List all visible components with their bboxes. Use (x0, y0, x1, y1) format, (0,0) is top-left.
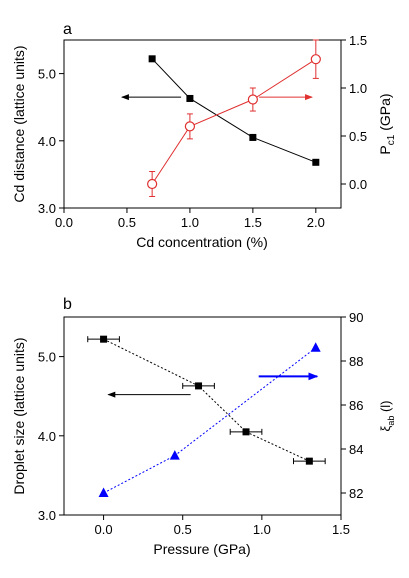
data-point (247, 94, 258, 105)
data-point (305, 457, 313, 465)
data-point (147, 178, 158, 190)
y-axis-right: 0.0 0.5 1.0 1.5 (341, 33, 367, 192)
data-point (186, 94, 194, 102)
series-line (151, 58, 317, 163)
y2-tick-label: 88 (349, 354, 363, 369)
y2-tick-label: 0.0 (349, 177, 367, 192)
y-tick-label: 4.0 (38, 134, 56, 149)
data-point (312, 158, 320, 166)
x-tick-label: 1.5 (332, 522, 350, 537)
x-tick-label: 2.0 (307, 215, 325, 230)
y2-tick-label: 90 (349, 310, 363, 325)
x-tick-label: 1.0 (253, 522, 271, 537)
series-line (151, 58, 317, 185)
x-tick-label: 0.0 (55, 215, 73, 230)
panel-b: b 0.0 0.5 1.0 1.5 3.0 4.0 5.0 82 84 86 88 90 Pres… (11, 296, 396, 557)
series-layer (147, 39, 321, 197)
y-tick-label: 3.0 (38, 201, 56, 216)
data-point (249, 133, 257, 141)
data-point (195, 382, 203, 390)
data-point (310, 54, 321, 65)
panel-a: a 0.0 0.5 1.0 1.5 2.0 3.0 4.0 5.0 0.0 0.5 1.0 1.5… (11, 21, 397, 250)
y2-tick-label: 1.5 (349, 33, 367, 48)
panel-label: b (63, 296, 72, 313)
y-axis-right: 82 84 86 88 90 (341, 310, 363, 501)
data-point (184, 121, 196, 132)
x-tick-label: 0.5 (174, 522, 192, 537)
series-line (103, 338, 310, 462)
x-tick-label: 1.0 (181, 215, 199, 230)
panel-label: a (63, 21, 72, 38)
series-layer (87, 335, 326, 497)
arrow-annotations (107, 372, 319, 398)
x-axis: 0.0 0.5 1.0 1.5 (95, 515, 350, 537)
y2-tick-label: 86 (349, 398, 363, 413)
y-tick-label: 4.0 (38, 429, 56, 444)
y-axis-label: Cd distance (lattice units) (11, 45, 27, 202)
x-axis: 0.0 0.5 1.0 1.5 2.0 (55, 208, 325, 230)
x-axis-label: Pressure (GPa) (153, 541, 250, 557)
y-axis-left: 3.0 4.0 5.0 (38, 350, 64, 523)
data-point (242, 428, 250, 436)
x-axis-label: Cd concentration (%) (136, 234, 268, 250)
x-tick-label: 0.5 (118, 215, 136, 230)
y2-tick-label: 1.0 (349, 81, 367, 96)
y2-axis-label: ξab (l) (378, 400, 396, 431)
y-tick-label: 5.0 (38, 67, 56, 82)
y-tick-label: 3.0 (38, 508, 56, 523)
y2-tick-label: 84 (349, 442, 363, 457)
data-point (100, 335, 108, 343)
y-axis-label: Droplet size (lattice units) (11, 337, 27, 494)
x-tick-label: 0.0 (95, 522, 113, 537)
series-line (103, 347, 316, 494)
plot-frame (63, 316, 342, 516)
x-tick-label: 1.5 (244, 215, 262, 230)
data-point (148, 55, 156, 63)
y-axis-left: 3.0 4.0 5.0 (38, 67, 64, 216)
plot-frame (63, 39, 342, 209)
y2-axis-label: Pc1 (GPa) (377, 93, 397, 154)
y2-tick-label: 0.5 (349, 129, 367, 144)
data-point (169, 450, 180, 460)
data-point (310, 342, 321, 352)
data-point (98, 487, 109, 497)
y-tick-label: 5.0 (38, 350, 56, 365)
y2-tick-label: 82 (349, 486, 363, 501)
